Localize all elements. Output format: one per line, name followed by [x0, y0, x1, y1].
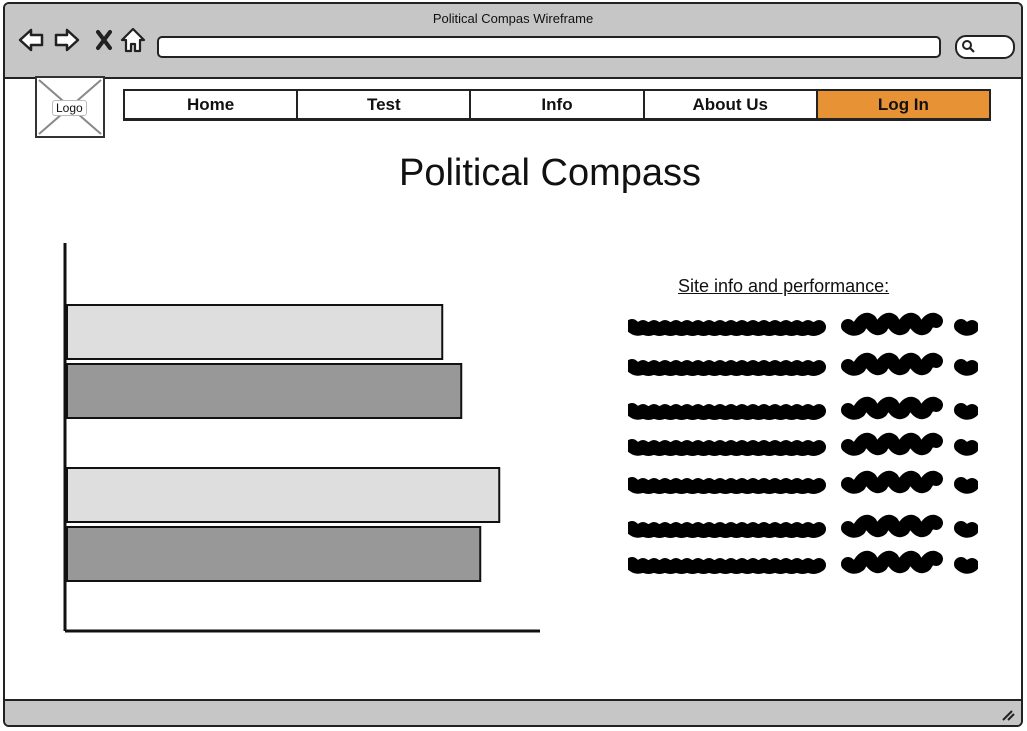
nav-info-button[interactable]: Info: [469, 89, 645, 121]
scribble-line: [954, 319, 978, 336]
scribble-line: [841, 312, 943, 336]
bar-s0-c1: [66, 467, 501, 523]
nav-about-us-button[interactable]: About Us: [642, 89, 818, 121]
scribble-line: [954, 403, 978, 420]
browser-search-box[interactable]: [955, 35, 1015, 59]
search-icon: [962, 40, 975, 53]
scribble-line: [628, 403, 826, 420]
info-text-scribbles: [628, 312, 978, 574]
resize-grip-icon[interactable]: [1001, 709, 1015, 721]
logo-label: Logo: [52, 100, 87, 116]
scribble-line: [628, 359, 826, 376]
scribble-line: [628, 521, 826, 538]
scribble-line: [841, 352, 943, 376]
scribble-line: [841, 396, 943, 420]
bar-chart: [63, 243, 540, 633]
scribble-line: [954, 521, 978, 538]
nav-home-button[interactable]: Home: [123, 89, 299, 121]
window-title: Political Compas Wireframe: [432, 11, 594, 26]
info-heading: Site info and performance:: [678, 276, 890, 296]
close-icon[interactable]: [91, 26, 119, 54]
home-icon[interactable]: [119, 26, 147, 54]
scribble-line: [628, 477, 826, 494]
scribble-line: [841, 514, 943, 538]
back-arrow-icon[interactable]: [17, 26, 45, 54]
scribble-line: [954, 557, 978, 574]
forward-arrow-icon[interactable]: [53, 26, 81, 54]
scribble-line: [954, 359, 978, 376]
scribble-line: [628, 319, 826, 336]
address-bar[interactable]: [157, 36, 941, 58]
bar-s1-c0: [66, 363, 463, 419]
bar-s0-c0: [66, 304, 444, 360]
scribble-line: [954, 477, 978, 494]
scribble-line: [841, 550, 943, 574]
status-bar: [5, 699, 1021, 725]
scribble-line: [954, 439, 978, 456]
nav-test-button[interactable]: Test: [296, 89, 472, 121]
scribble-line: [628, 439, 826, 456]
bar-s1-c1: [66, 526, 482, 582]
main-nav: Home Test Info About Us Log In: [123, 89, 992, 123]
scribble-line: [628, 557, 826, 574]
scribble-line: [841, 432, 943, 456]
title-bar: Political Compas Wireframe: [5, 4, 1021, 79]
scribble-line: [841, 470, 943, 494]
login-button[interactable]: Log In: [815, 89, 992, 121]
page-title: Political Compass: [399, 152, 701, 194]
logo-placeholder: Logo: [35, 76, 105, 138]
